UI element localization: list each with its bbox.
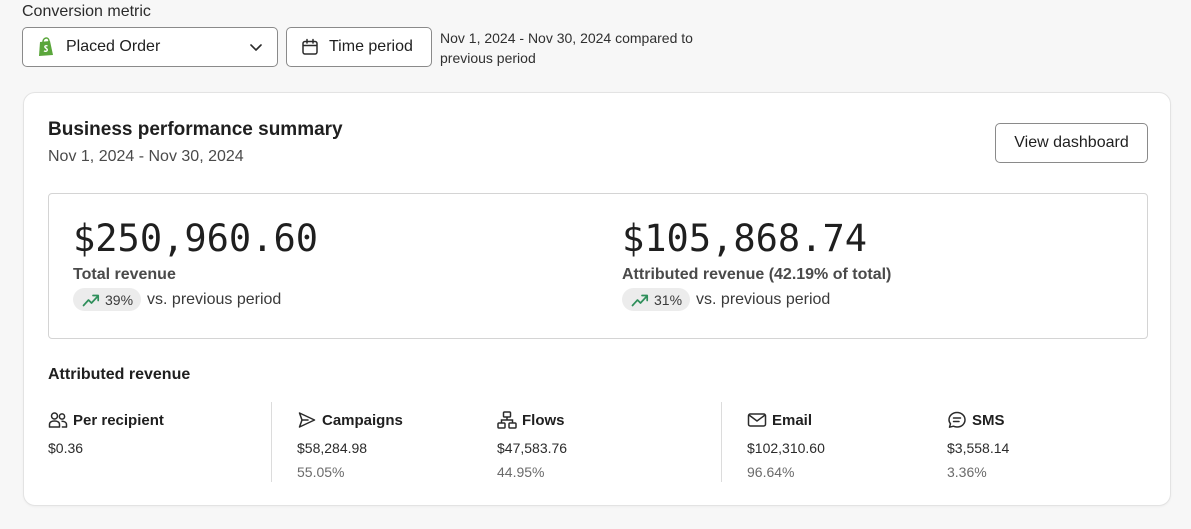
conversion-metric-label: Conversion metric — [22, 3, 151, 20]
chevron-down-icon — [247, 38, 265, 56]
stat-campaigns: Campaigns $58,284.98 55.05% — [297, 411, 403, 481]
trend-badge: 39% — [73, 288, 142, 311]
trend-badge: 31% — [622, 288, 691, 311]
calendar-icon — [301, 38, 319, 56]
total-revenue-trend: 39% vs. previous period — [73, 288, 318, 311]
total-revenue-label: Total revenue — [73, 266, 176, 283]
stat-percent: 96.64% — [747, 464, 795, 480]
stat-sms: SMS $3,558.14 3.36% — [947, 411, 1010, 481]
stat-percent: 3.36% — [947, 464, 987, 480]
conversion-metric-select[interactable]: Placed Order — [22, 27, 278, 67]
total-revenue-value: $250,960.60 — [73, 217, 319, 260]
trend-up-icon — [82, 293, 100, 307]
attributed-revenue-value: $105,868.74 — [622, 217, 868, 260]
trend-up-icon — [631, 293, 649, 307]
stat-label: Flows — [522, 411, 565, 429]
attributed-revenue-section-title: Attributed revenue — [48, 366, 191, 383]
stat-label: SMS — [972, 411, 1005, 429]
stat-value: $0.36 — [48, 440, 84, 456]
metric-select-value: Placed Order — [66, 38, 161, 55]
stat-value: $58,284.98 — [297, 440, 368, 456]
time-period-button[interactable]: Time period — [286, 27, 432, 67]
divider — [271, 402, 272, 482]
stat-per-recipient: Per recipient $0.36 — [48, 411, 164, 457]
shopify-icon — [37, 37, 55, 57]
revenue-summary-box: $250,960.60 Total revenue 39% vs. previo… — [48, 193, 1148, 339]
attributed-revenue-label: Attributed revenue (42.19% of total) — [622, 266, 892, 283]
stat-label: Email — [772, 411, 813, 429]
divider — [721, 402, 722, 482]
stat-value: $3,558.14 — [947, 440, 1010, 456]
stat-flows: Flows $47,583.76 44.95% — [497, 411, 567, 480]
stat-value: $102,310.60 — [747, 440, 825, 456]
stat-label: Per recipient — [73, 411, 164, 429]
total-revenue-metric: $250,960.60 Total revenue 39% vs. previo… — [73, 216, 318, 311]
trend-comparison-text: vs. previous period — [147, 290, 282, 308]
stat-percent: 44.95% — [497, 464, 545, 480]
attributed-revenue-metric: $105,868.74 Attributed revenue (42.19% o… — [622, 216, 891, 311]
time-period-label: Time period — [329, 38, 413, 55]
sms-icon — [947, 411, 967, 429]
stat-email: Email $102,310.60 96.64% — [747, 411, 825, 481]
trend-comparison-text: vs. previous period — [696, 290, 831, 308]
view-dashboard-button[interactable]: View dashboard — [995, 123, 1148, 163]
trend-percent: 39% — [105, 291, 134, 308]
card-date-range: Nov 1, 2024 - Nov 30, 2024 — [48, 148, 244, 165]
send-icon — [297, 411, 317, 429]
trend-percent: 31% — [654, 291, 683, 308]
stat-label: Campaigns — [322, 411, 403, 429]
business-performance-card: Business performance summary Nov 1, 2024… — [23, 92, 1171, 506]
period-comparison-note: Nov 1, 2024 - Nov 30, 2024 compared to p… — [440, 30, 693, 66]
card-title: Business performance summary — [48, 119, 343, 140]
stat-percent: 55.05% — [297, 464, 345, 480]
attributed-revenue-trend: 31% vs. previous period — [622, 288, 891, 311]
stat-value: $47,583.76 — [497, 440, 568, 456]
people-icon — [48, 411, 68, 429]
flow-icon — [497, 411, 517, 429]
mail-icon — [747, 411, 767, 429]
